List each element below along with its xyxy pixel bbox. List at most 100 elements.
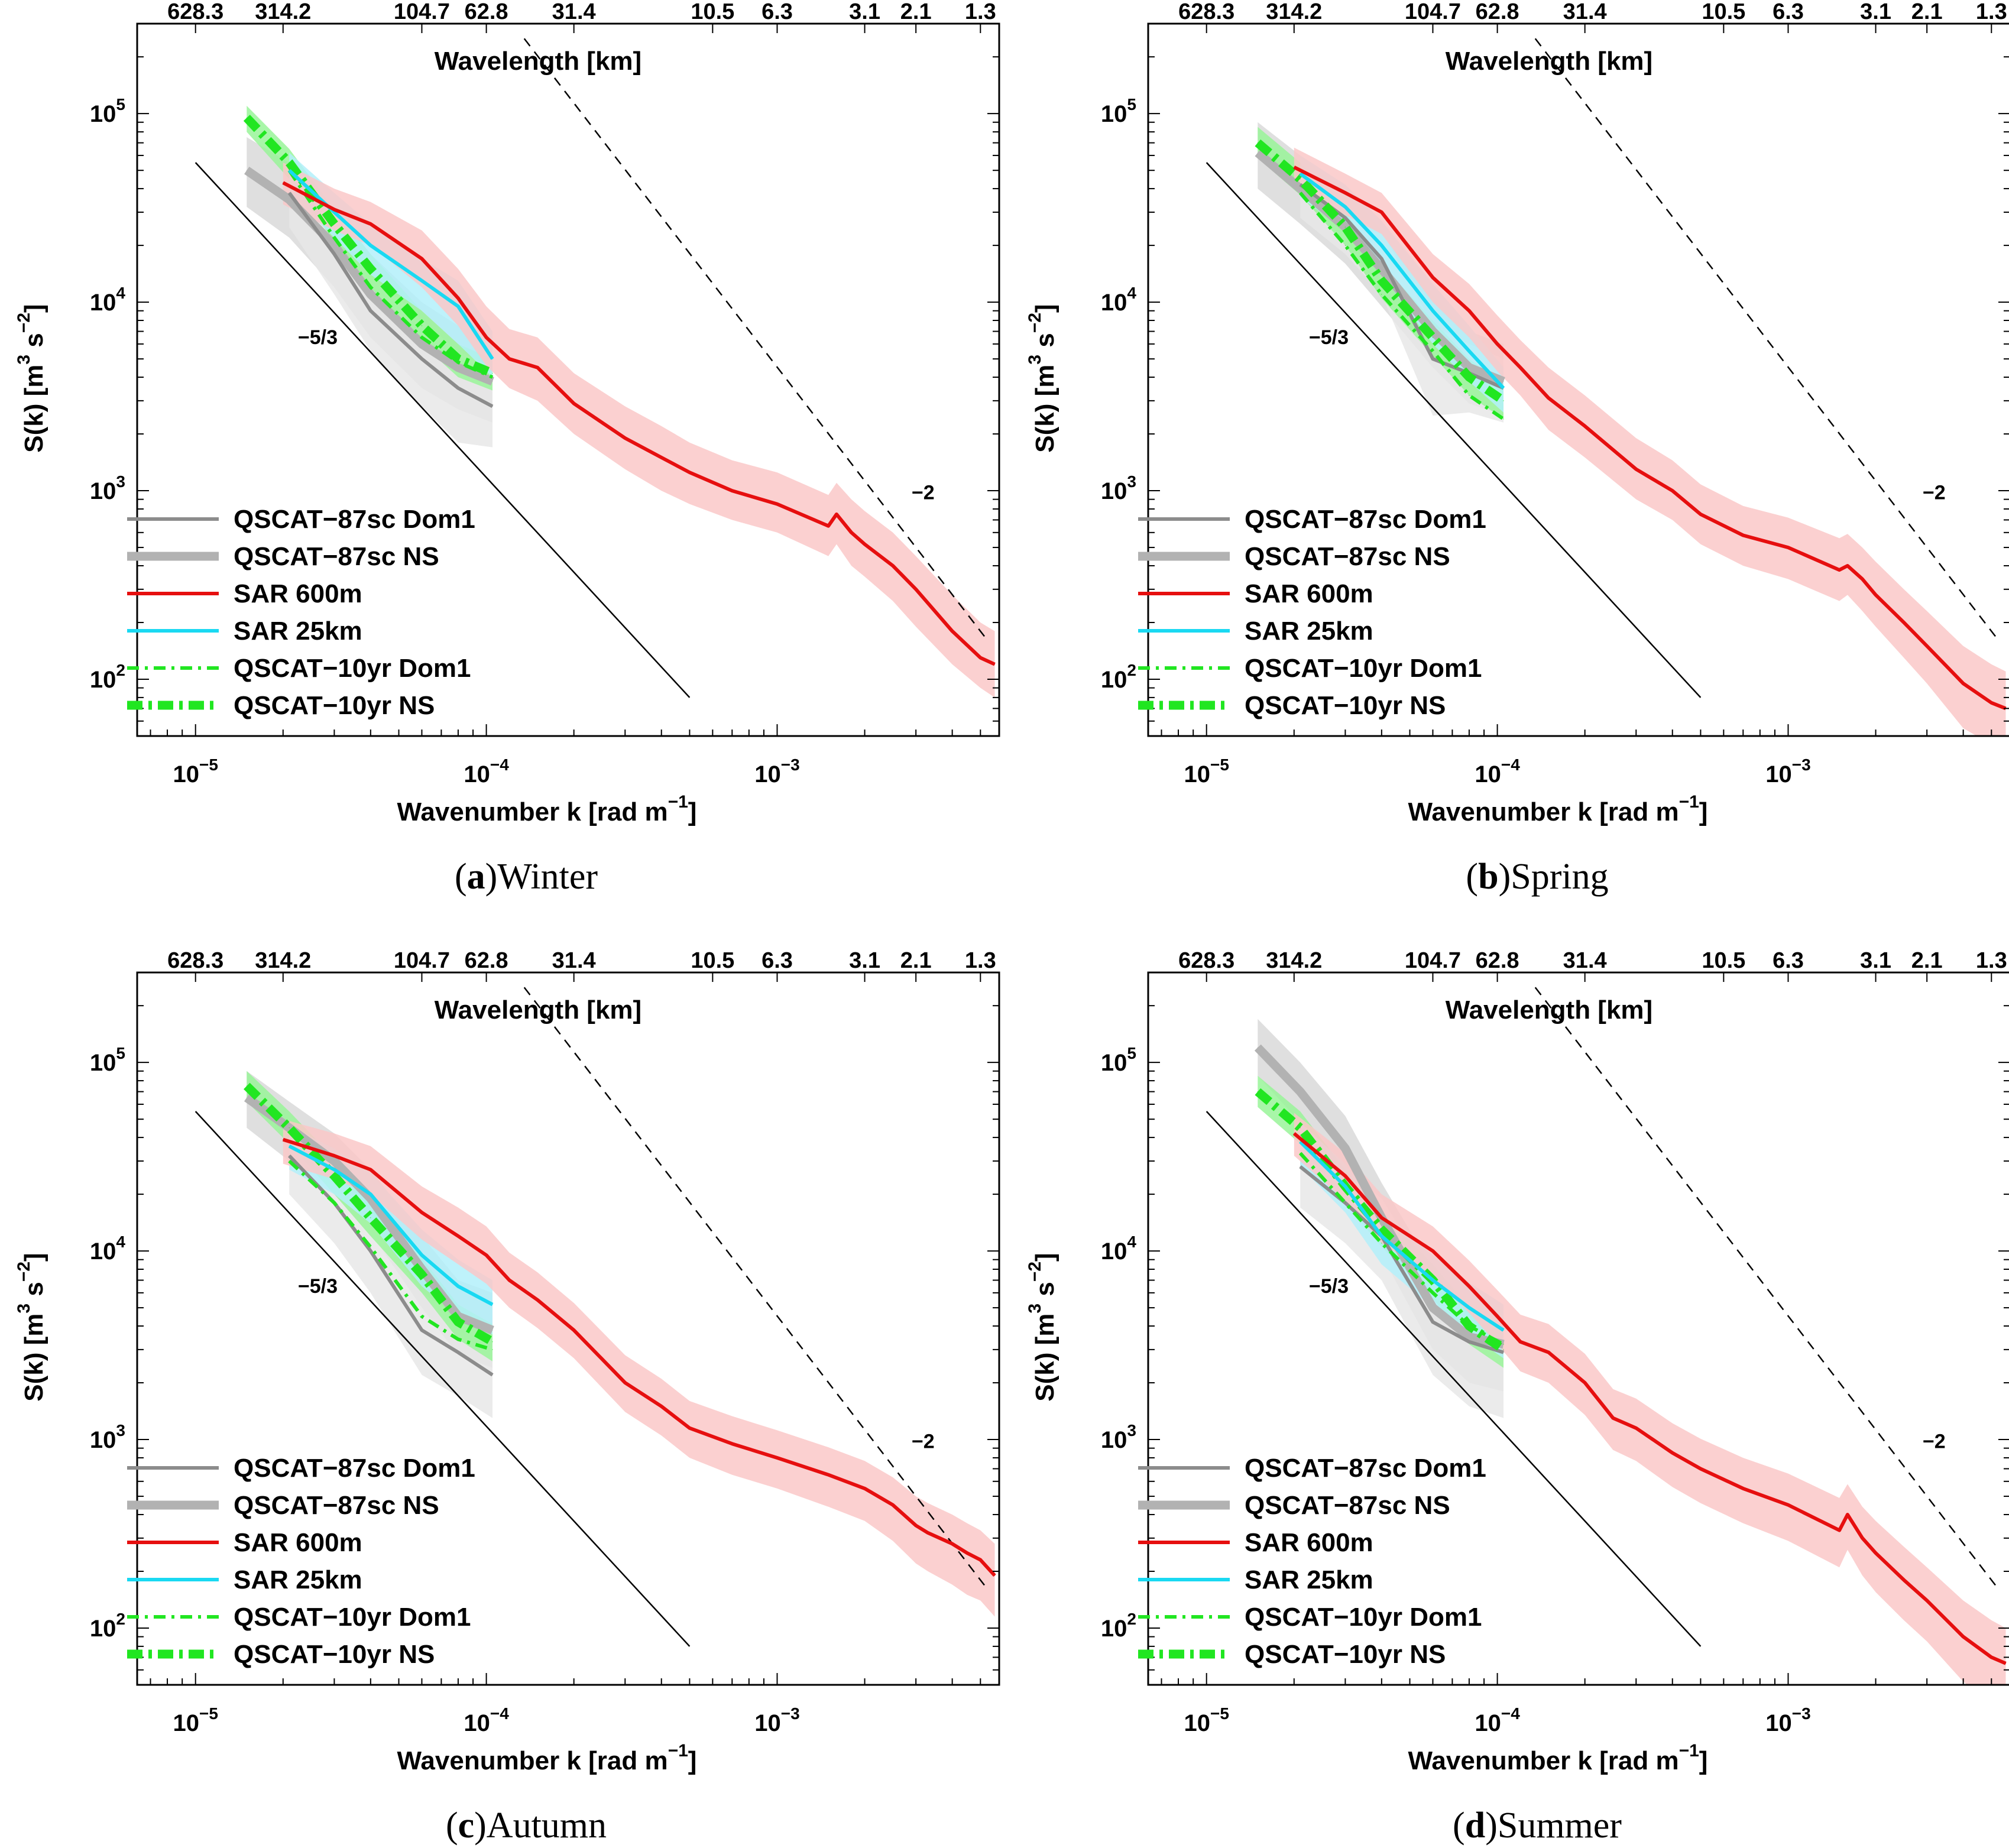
data-point xyxy=(1497,1316,1498,1317)
x-tick-label: 10−4 xyxy=(1475,1704,1520,1736)
data-point xyxy=(370,1169,371,1171)
axes-box xyxy=(136,971,1000,1686)
data-point xyxy=(1344,1202,1346,1204)
top-tick-label: 1.3 xyxy=(1976,948,2007,973)
data-point xyxy=(537,367,538,368)
data-point xyxy=(828,1474,829,1476)
x-axis-title: Wavenumber k [rad m−1] xyxy=(1408,1741,1708,1775)
band-SAR 600m xyxy=(283,163,995,698)
top-tick-label: 1.3 xyxy=(965,0,996,24)
y-tick-label: 102 xyxy=(90,1610,125,1642)
legend-label: QSCAT−87sc NS xyxy=(1245,1491,1450,1520)
data-point xyxy=(1381,280,1382,281)
y-tick-label: 105 xyxy=(1101,1044,1136,1076)
data-point xyxy=(370,1217,371,1218)
top-tick-label: 3.1 xyxy=(1860,0,1891,24)
y-tick-label: 103 xyxy=(90,472,125,504)
legend-label: QSCAT−87sc Dom1 xyxy=(1245,1454,1486,1483)
top-tick-label: 62.8 xyxy=(1476,948,1519,973)
top-tick-label: 104.7 xyxy=(1405,0,1461,24)
top-tick-label: 6.3 xyxy=(1773,948,1804,973)
reference-label: −2 xyxy=(1923,482,1946,504)
data-point xyxy=(289,170,290,171)
legend-label: QSCAT−87sc NS xyxy=(234,542,439,571)
top-tick-label: 104.7 xyxy=(1405,948,1461,973)
reference-label: −2 xyxy=(1923,1431,1946,1453)
top-tick-label: 628.3 xyxy=(167,0,223,24)
data-point xyxy=(333,1169,335,1171)
legend: QSCAT−87sc Dom1 QSCAT−87sc NS SAR 600m SAR … xyxy=(1138,505,1486,720)
data-point xyxy=(1847,565,1848,566)
data-point xyxy=(370,310,371,312)
series-line-QSCAT−87sc Dom1 xyxy=(287,192,494,408)
data-point xyxy=(370,245,371,246)
panel-d: −5/3 −2 10−5 10−4 10−3 102 103 104 105 628.3 314.2… xyxy=(1025,948,2009,1846)
x-tick-label: 10−5 xyxy=(1184,756,1229,787)
reference-line-slope -5/3 xyxy=(1206,1111,1702,1647)
data-point xyxy=(1742,534,1744,536)
top-tick-label: 1.3 xyxy=(1976,0,2007,24)
y-tick-label: 102 xyxy=(1101,661,1136,693)
data-point xyxy=(1300,184,1301,185)
reference-line-slope -5/3 xyxy=(195,1111,691,1647)
data-point xyxy=(537,1299,538,1301)
data-point xyxy=(1742,1488,1744,1489)
y-tick-label: 104 xyxy=(1101,1233,1137,1265)
x-tick-label: 10−5 xyxy=(173,1704,218,1736)
top-tick-label: 62.8 xyxy=(465,0,508,24)
reference-line-slope -2 xyxy=(1534,987,2000,1590)
data-point xyxy=(333,223,335,225)
reference-label: −5/3 xyxy=(298,326,338,349)
data-point xyxy=(1519,367,1521,368)
x-tick-label: 10−5 xyxy=(173,756,218,787)
legend-label: QSCAT−87sc NS xyxy=(1245,542,1450,571)
axes-box xyxy=(136,22,1000,737)
legend-label: QSCAT−10yr NS xyxy=(234,691,435,720)
data-point xyxy=(994,1575,996,1576)
data-point xyxy=(333,1160,335,1162)
data-point xyxy=(289,162,290,163)
legend-label: SAR 600m xyxy=(234,1528,362,1557)
series-line-QSCAT−10yr Dom1 xyxy=(287,169,494,379)
data-point xyxy=(1839,1530,1840,1531)
data-point xyxy=(289,1155,290,1156)
data-point xyxy=(1700,1468,1701,1470)
reference-label: −5/3 xyxy=(1309,326,1349,349)
data-point xyxy=(333,1155,335,1156)
data-point xyxy=(661,457,662,458)
series-line-SAR 600m xyxy=(1292,1132,2007,1665)
x-ticks xyxy=(150,1673,981,1685)
x-tick-label: 10−4 xyxy=(1475,756,1520,787)
axes-box xyxy=(1147,971,2009,1686)
y-tick-label: 105 xyxy=(90,95,125,127)
legend-label: QSCAT−87sc Dom1 xyxy=(234,1454,475,1483)
top-tick-label: 314.2 xyxy=(255,0,311,24)
data-point xyxy=(1344,245,1346,246)
data-point xyxy=(370,1250,371,1252)
panel-b: −5/3 −2 10−5 10−4 10−3 102 103 104 105 628.3 314.2… xyxy=(1025,0,2009,897)
top-tick-label: 314.2 xyxy=(1266,0,1322,24)
data-point xyxy=(1584,1382,1586,1383)
x-ticks xyxy=(1161,724,1992,736)
top-axis-title: Wavelength [km] xyxy=(1446,47,1652,76)
data-point xyxy=(624,437,626,439)
top-tick-label: 2.1 xyxy=(900,0,932,24)
data-point xyxy=(1344,206,1346,208)
legend-label: SAR 25km xyxy=(1245,617,1373,646)
y-axis-title: S(k) [m3 s−2] xyxy=(14,1253,48,1401)
data-point xyxy=(370,1194,371,1195)
top-tick-label: 104.7 xyxy=(394,948,450,973)
panel-c: −5/3 −2 10−5 10−4 10−3 102 103 104 105 628.3 314.2… xyxy=(14,948,1000,1846)
plot-area xyxy=(1206,38,2007,736)
y-tick-label: 105 xyxy=(90,1044,125,1076)
series-line-SAR 25km xyxy=(288,1145,494,1306)
panel-caption: (c)Autumn xyxy=(446,1805,607,1846)
legend: QSCAT−87sc Dom1 QSCAT−87sc NS SAR 600m SAR … xyxy=(127,505,475,720)
data-point xyxy=(289,1127,290,1129)
data-point xyxy=(1344,226,1346,228)
top-tick-label: 31.4 xyxy=(552,948,596,973)
top-tick-label: 31.4 xyxy=(552,0,596,24)
data-point xyxy=(333,245,335,246)
reference-label: −2 xyxy=(912,482,935,504)
